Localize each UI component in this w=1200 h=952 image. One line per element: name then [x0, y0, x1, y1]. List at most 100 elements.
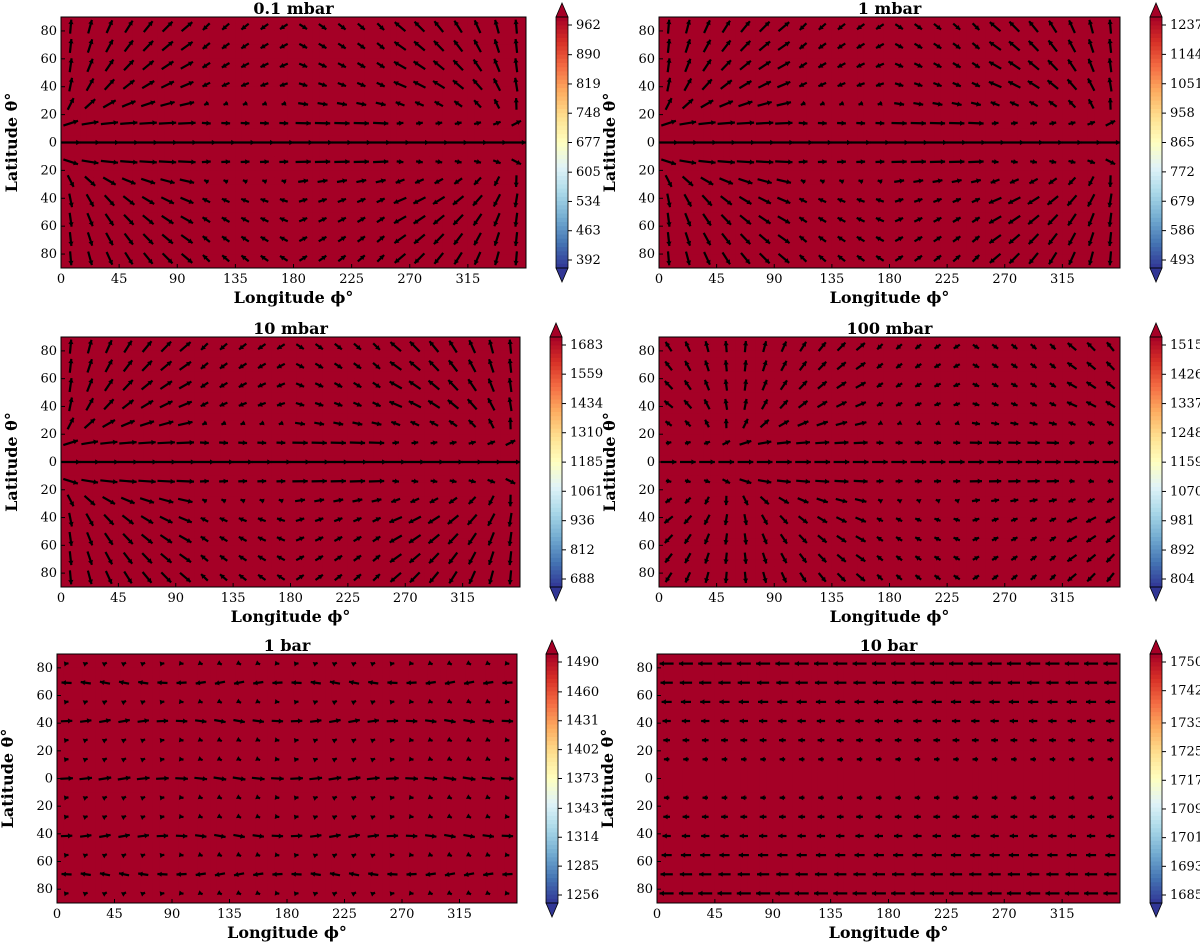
- heatmap-cell: [313, 59, 320, 67]
- heatmap-cell: [177, 59, 184, 67]
- heatmap-cell: [915, 143, 922, 151]
- heatmap-cell: [294, 191, 301, 199]
- heatmap-cell: [487, 80, 494, 88]
- heatmap-cell: [1037, 129, 1044, 137]
- heatmap-cell: [481, 108, 488, 116]
- heatmap-cell: [287, 31, 294, 39]
- heatmap-cell: [100, 52, 107, 60]
- heatmap-cell: [74, 59, 81, 67]
- heatmap-cell: [177, 226, 184, 234]
- heatmap-cell: [384, 163, 391, 171]
- heatmap-cell: [235, 52, 242, 60]
- heatmap-cell: [954, 87, 961, 95]
- heatmap-cell: [197, 191, 204, 199]
- heatmap-cell: [255, 149, 262, 157]
- heatmap-cell: [74, 177, 81, 185]
- heatmap-cell: [248, 205, 255, 213]
- heatmap-cell: [941, 80, 948, 88]
- heatmap-cell: [190, 191, 197, 199]
- heatmap-cell: [222, 73, 229, 81]
- heatmap-cell: [352, 170, 359, 178]
- heatmap-cell: [793, 31, 800, 39]
- heatmap-cell: [659, 94, 666, 102]
- heatmap-cell: [300, 129, 307, 137]
- heatmap-cell: [487, 45, 494, 53]
- heatmap-cell: [74, 247, 81, 255]
- heatmap-cell: [966, 149, 973, 157]
- heatmap-cell: [845, 129, 852, 137]
- heatmap-cell: [672, 59, 679, 67]
- heatmap-cell: [106, 205, 113, 213]
- heatmap-cell: [449, 73, 456, 81]
- heatmap-cell: [216, 261, 223, 269]
- heatmap-cell: [500, 94, 507, 102]
- heatmap-cell: [685, 52, 692, 60]
- heatmap-cell: [800, 94, 807, 102]
- heatmap-cell: [494, 31, 501, 39]
- heatmap-cell: [487, 87, 494, 95]
- heatmap-cell: [384, 219, 391, 227]
- heatmap-cell: [800, 108, 807, 116]
- heatmap-cell: [294, 73, 301, 81]
- heatmap-cell: [857, 149, 864, 157]
- heatmap-cell: [922, 45, 929, 53]
- colorbar-segment: [556, 159, 568, 164]
- heatmap-cell: [261, 163, 268, 171]
- heatmap-cell: [819, 163, 826, 171]
- heatmap-cell: [352, 31, 359, 39]
- heatmap-cell: [306, 191, 313, 199]
- heatmap-cell: [481, 205, 488, 213]
- heatmap-cell: [132, 233, 139, 241]
- heatmap-cell: [151, 226, 158, 234]
- heatmap-cell: [704, 163, 711, 171]
- heatmap-cell: [106, 226, 113, 234]
- heatmap-cell: [832, 101, 839, 109]
- heatmap-cell: [171, 73, 178, 81]
- heatmap-cell: [717, 115, 724, 123]
- heatmap-cell: [210, 108, 217, 116]
- heatmap-cell: [210, 66, 217, 74]
- heatmap-cell: [410, 184, 417, 192]
- heatmap-cell: [1005, 129, 1012, 137]
- heatmap-cell: [966, 170, 973, 178]
- heatmap-cell: [423, 115, 430, 123]
- heatmap-cell: [998, 170, 1005, 178]
- heatmap-cell: [736, 149, 743, 157]
- heatmap-cell: [390, 52, 397, 60]
- heatmap-cell: [171, 184, 178, 192]
- heatmap-cell: [61, 254, 68, 262]
- heatmap-cell: [1030, 170, 1037, 178]
- heatmap-cell: [742, 163, 749, 171]
- heatmap-cell: [268, 115, 275, 123]
- heatmap-cell: [1088, 149, 1095, 157]
- heatmap-cell: [100, 59, 107, 67]
- heatmap-cell: [281, 205, 288, 213]
- heatmap-cell: [992, 87, 999, 95]
- heatmap-cell: [158, 240, 165, 248]
- heatmap-cell: [93, 38, 100, 46]
- heatmap-cell: [461, 219, 468, 227]
- heatmap-cell: [768, 73, 775, 81]
- heatmap-cell: [210, 94, 217, 102]
- heatmap-cell: [851, 163, 858, 171]
- heatmap-cell: [261, 73, 268, 81]
- heatmap-cell: [100, 254, 107, 262]
- heatmap-cell: [93, 45, 100, 53]
- heatmap-cell: [500, 115, 507, 123]
- heatmap-cell: [902, 59, 909, 67]
- heatmap-cell: [268, 80, 275, 88]
- heatmap-cell: [787, 115, 794, 123]
- heatmap-cell: [132, 184, 139, 192]
- heatmap-cell: [915, 73, 922, 81]
- heatmap-cell: [242, 87, 249, 95]
- heatmap-cell: [74, 24, 81, 32]
- heatmap-cell: [1101, 38, 1108, 46]
- heatmap-cell: [222, 184, 229, 192]
- heatmap-cell: [61, 205, 68, 213]
- heatmap-cell: [1101, 87, 1108, 95]
- heatmap-cell: [449, 94, 456, 102]
- heatmap-cell: [268, 31, 275, 39]
- heatmap-cell: [371, 184, 378, 192]
- heatmap-cell: [973, 108, 980, 116]
- heatmap-cell: [806, 66, 813, 74]
